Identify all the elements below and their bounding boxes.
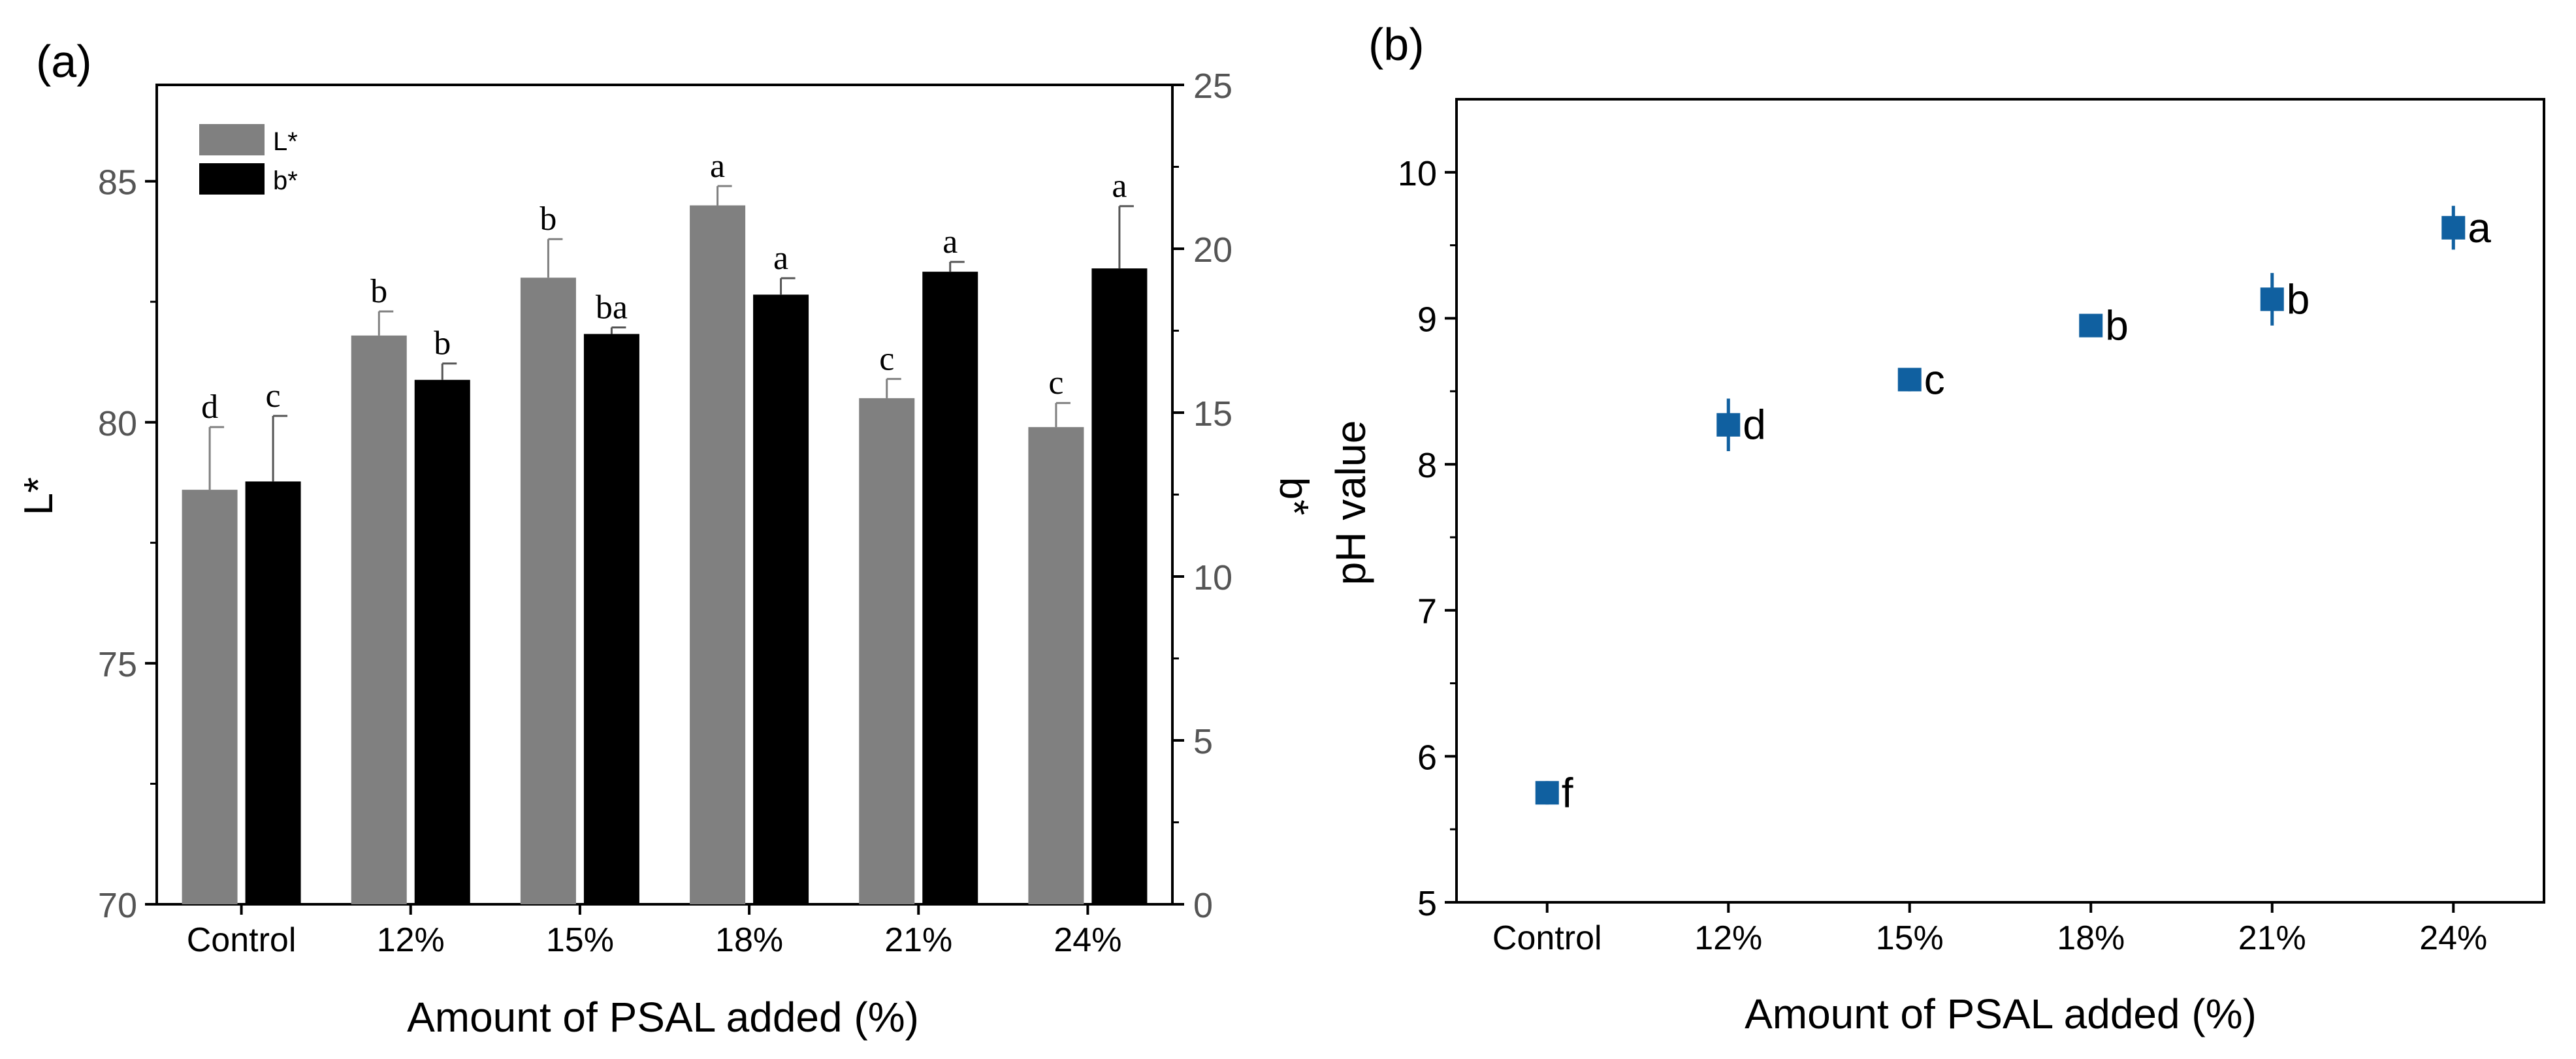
- bar-l-1: [351, 335, 407, 904]
- ph-letter-2: c: [1924, 356, 1945, 403]
- letter-l-5: c: [1048, 364, 1063, 402]
- panel-a-error-bars: [208, 185, 1134, 490]
- legend-label-b: b*: [273, 166, 298, 195]
- ph-letter-5: a: [2468, 204, 2491, 251]
- panel-a-left-axis-title: L*: [16, 477, 61, 516]
- panel-a-x-axis-title: Amount of PSAL added (%): [407, 994, 919, 1041]
- left-tick-label-75: 75: [98, 645, 137, 684]
- bar-l-3: [690, 205, 746, 904]
- panel-a-right-axis-title: b*: [1271, 477, 1316, 516]
- legend-swatch-l: [199, 124, 265, 155]
- letter-b-2: ba: [596, 289, 628, 326]
- b-x-tick-label-2: 15%: [1876, 919, 1944, 957]
- bar-b-0: [245, 481, 301, 904]
- panel-a-legend: L* b*: [199, 124, 298, 195]
- ph-letter-3: b: [2105, 302, 2129, 349]
- x-tick-label-2: 15%: [546, 921, 614, 959]
- panel-a-right-axis: 0 5 10 15 20 25: [1172, 67, 1232, 925]
- b-y-tick-label-5: 5: [1417, 884, 1437, 923]
- bar-b-1: [414, 379, 470, 904]
- ph-point-2: [1897, 368, 1922, 392]
- b-y-tick-label-9: 9: [1417, 300, 1437, 339]
- ph-point-3: [2079, 313, 2103, 338]
- letter-b-5: a: [1112, 168, 1127, 205]
- letter-b-4: a: [942, 223, 958, 261]
- panel-a-significance-letters: d c b b b ba a a c a c a: [201, 148, 1127, 426]
- right-tick-label-5: 5: [1193, 722, 1213, 761]
- b-y-tick-label-6: 6: [1417, 738, 1437, 777]
- panel-b-y-axis-title: pH value: [1327, 420, 1374, 586]
- bar-l-4: [859, 398, 915, 904]
- bar-b-3: [753, 294, 809, 904]
- panel-b-points: f d c b b a: [1535, 204, 2491, 816]
- x-tick-label-1: 12%: [377, 921, 445, 959]
- panel-b-label: (b): [1368, 19, 1425, 70]
- letter-l-2: b: [539, 200, 556, 238]
- ph-point-4: [2260, 287, 2284, 311]
- x-tick-label-4: 21%: [884, 921, 952, 959]
- right-tick-label-20: 20: [1193, 230, 1232, 270]
- ph-point-5: [2441, 215, 2466, 240]
- right-tick-label-0: 0: [1193, 886, 1213, 925]
- left-tick-label-80: 80: [98, 404, 137, 443]
- panel-a-x-axis: Control 12% 15% 18% 21% 24%: [187, 904, 1121, 959]
- panel-a-bar-chart: (a) d c b b b ba a a c a c a 70 75 80 85 0 5 10 15 20 25 Co…: [16, 36, 1316, 1041]
- bar-b-5: [1091, 268, 1148, 904]
- bar-b-4: [922, 272, 978, 904]
- ph-letter-1: d: [1743, 402, 1766, 449]
- right-tick-label-10: 10: [1193, 558, 1232, 597]
- letter-l-1: b: [370, 273, 387, 310]
- panel-a-plot-frame: [155, 84, 1174, 906]
- panel-b-x-axis: Control 12% 15% 18% 21% 24%: [1492, 902, 2487, 957]
- letter-l-4: c: [879, 340, 894, 377]
- panel-b-x-axis-title: Amount of PSAL added (%): [1745, 990, 2257, 1037]
- panel-b-scatter-chart: (b) 5 6 7 8 9 10 Control 12% 15% 18% 21% 24% f d c b b…: [1327, 19, 2545, 1037]
- panel-b-plot-frame: [1455, 98, 2545, 904]
- ph-point-0: [1535, 781, 1559, 805]
- b-x-tick-label-0: Control: [1492, 919, 1602, 957]
- bar-l-5: [1028, 427, 1084, 904]
- right-tick-label-25: 25: [1193, 67, 1232, 106]
- letter-b-3: a: [773, 240, 788, 277]
- letter-b-0: c: [266, 377, 281, 415]
- ph-point-1: [1716, 413, 1741, 437]
- bar-l-0: [182, 490, 238, 904]
- panel-a-label: (a): [36, 36, 92, 87]
- b-x-tick-label-4: 21%: [2238, 919, 2306, 957]
- panel-a-bars: [182, 205, 1148, 904]
- b-y-tick-label-10: 10: [1398, 154, 1437, 193]
- left-tick-label-85: 85: [98, 163, 137, 202]
- letter-l-3: a: [710, 148, 725, 185]
- b-y-tick-label-7: 7: [1417, 592, 1437, 631]
- left-tick-label-70: 70: [98, 886, 137, 925]
- right-tick-label-15: 15: [1193, 394, 1232, 434]
- x-tick-label-5: 24%: [1054, 921, 1121, 959]
- panel-b-y-axis: 5 6 7 8 9 10: [1398, 154, 1457, 923]
- x-tick-label-0: Control: [187, 921, 297, 959]
- panel-a-left-axis: 70 75 80 85: [98, 163, 157, 925]
- legend-label-l: L*: [273, 127, 298, 156]
- legend-swatch-b: [199, 163, 265, 195]
- bar-l-2: [520, 277, 576, 904]
- b-x-tick-label-5: 24%: [2419, 919, 2487, 957]
- letter-l-0: d: [201, 388, 218, 426]
- x-tick-label-3: 18%: [715, 921, 783, 959]
- ph-letter-4: b: [2287, 276, 2310, 323]
- bar-b-2: [583, 334, 639, 904]
- b-x-tick-label-3: 18%: [2057, 919, 2125, 957]
- letter-b-1: b: [434, 325, 451, 362]
- b-y-tick-label-8: 8: [1417, 446, 1437, 485]
- b-x-tick-label-1: 12%: [1694, 919, 1762, 957]
- ph-letter-0: f: [1562, 769, 1573, 816]
